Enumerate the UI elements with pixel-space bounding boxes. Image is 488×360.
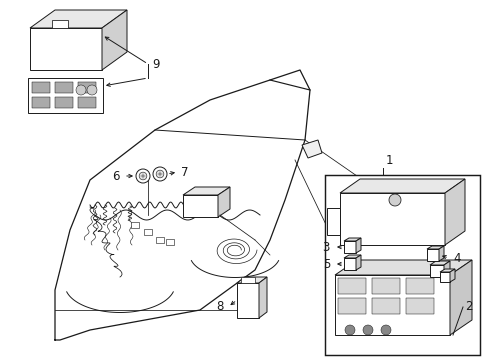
Polygon shape xyxy=(371,298,399,314)
Polygon shape xyxy=(429,261,449,265)
Circle shape xyxy=(139,172,146,180)
Polygon shape xyxy=(405,278,433,294)
Polygon shape xyxy=(343,238,360,241)
Polygon shape xyxy=(334,275,449,335)
Polygon shape xyxy=(371,278,399,294)
Polygon shape xyxy=(102,10,127,70)
Polygon shape xyxy=(218,187,229,217)
Text: 3: 3 xyxy=(322,240,329,253)
Circle shape xyxy=(87,85,97,95)
Polygon shape xyxy=(55,82,73,93)
Polygon shape xyxy=(355,255,360,270)
Polygon shape xyxy=(334,260,471,275)
Polygon shape xyxy=(355,238,360,253)
Polygon shape xyxy=(426,246,443,249)
Polygon shape xyxy=(183,195,218,217)
Polygon shape xyxy=(444,179,464,245)
Text: 6: 6 xyxy=(112,170,120,183)
Circle shape xyxy=(345,325,354,335)
Text: 2: 2 xyxy=(464,301,471,314)
Polygon shape xyxy=(339,193,444,245)
Polygon shape xyxy=(237,277,266,283)
Text: 9: 9 xyxy=(152,58,159,71)
Polygon shape xyxy=(325,175,479,355)
Polygon shape xyxy=(143,229,152,235)
Polygon shape xyxy=(55,97,73,108)
Polygon shape xyxy=(343,258,355,270)
Polygon shape xyxy=(449,260,471,335)
Circle shape xyxy=(76,85,86,95)
Polygon shape xyxy=(326,208,339,235)
Polygon shape xyxy=(52,20,68,28)
Polygon shape xyxy=(439,272,449,282)
Polygon shape xyxy=(30,10,127,28)
Polygon shape xyxy=(339,179,464,193)
Polygon shape xyxy=(429,265,443,277)
Circle shape xyxy=(380,325,390,335)
Polygon shape xyxy=(237,283,259,318)
Polygon shape xyxy=(449,269,454,282)
Polygon shape xyxy=(343,255,360,258)
Text: 8: 8 xyxy=(216,301,224,314)
Polygon shape xyxy=(337,298,365,314)
Polygon shape xyxy=(78,82,96,93)
Polygon shape xyxy=(302,140,321,158)
Polygon shape xyxy=(259,277,266,318)
Circle shape xyxy=(136,169,150,183)
Polygon shape xyxy=(183,187,229,195)
Circle shape xyxy=(388,194,400,206)
Polygon shape xyxy=(343,241,355,253)
Circle shape xyxy=(156,170,163,178)
Polygon shape xyxy=(28,78,103,113)
Polygon shape xyxy=(241,277,254,283)
Polygon shape xyxy=(426,249,438,261)
Polygon shape xyxy=(131,222,139,228)
Polygon shape xyxy=(78,97,96,108)
Text: 5: 5 xyxy=(322,257,329,270)
Polygon shape xyxy=(405,298,433,314)
Polygon shape xyxy=(165,239,174,245)
Polygon shape xyxy=(32,97,50,108)
Circle shape xyxy=(153,167,167,181)
Polygon shape xyxy=(32,82,50,93)
Polygon shape xyxy=(337,278,365,294)
Text: 7: 7 xyxy=(181,166,188,179)
Polygon shape xyxy=(443,261,449,277)
Polygon shape xyxy=(438,246,443,261)
Polygon shape xyxy=(156,237,163,243)
Polygon shape xyxy=(439,269,454,272)
Polygon shape xyxy=(30,28,102,70)
Text: 1: 1 xyxy=(385,154,393,167)
Text: 4: 4 xyxy=(452,252,460,265)
Circle shape xyxy=(362,325,372,335)
